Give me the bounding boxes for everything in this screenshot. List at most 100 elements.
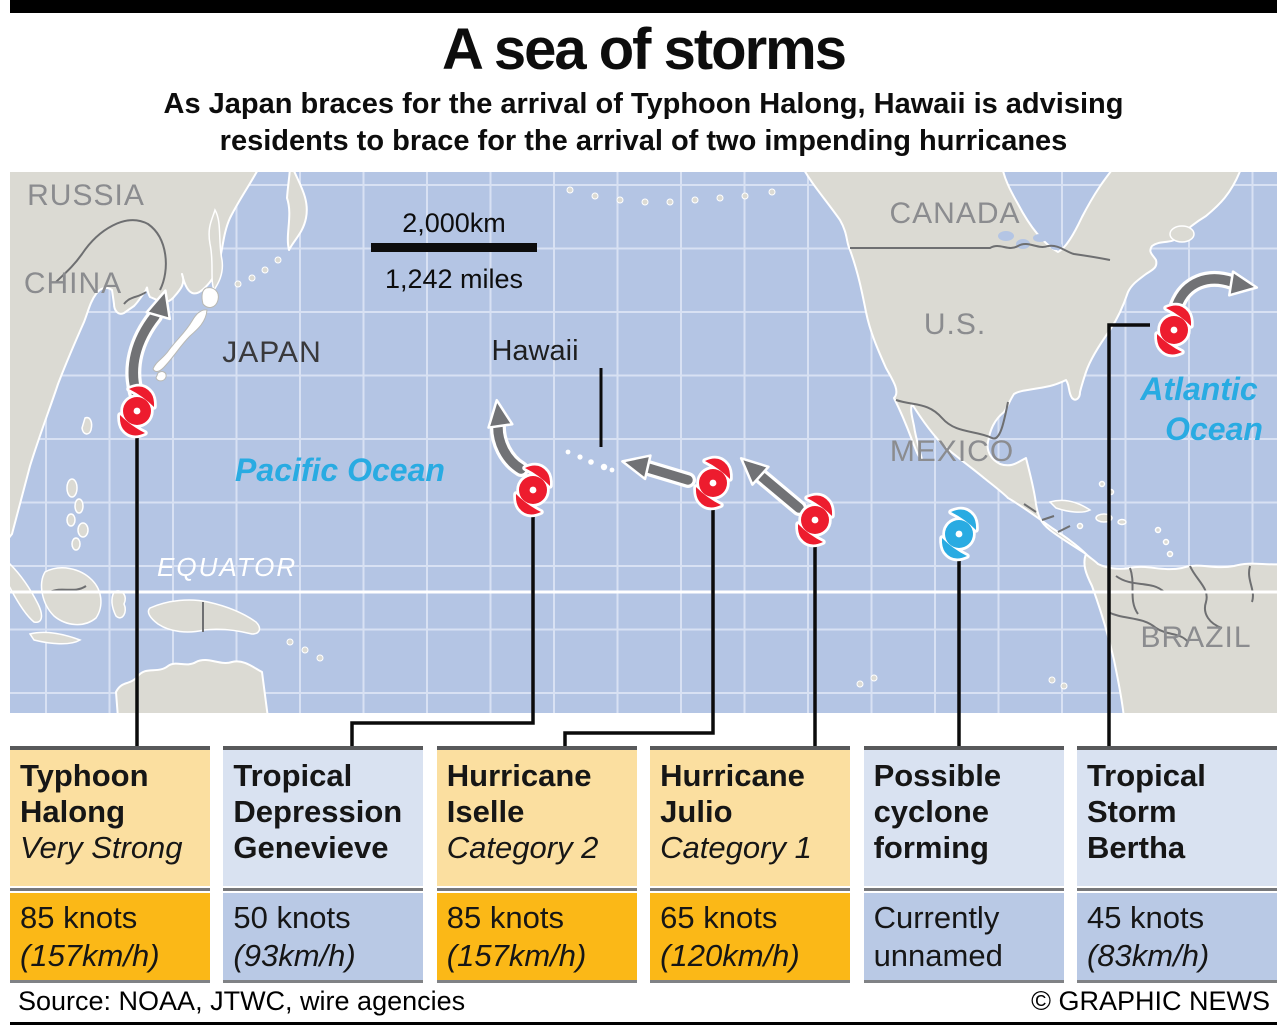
island-borneo: [40, 567, 102, 626]
storm-name: Hurricane Iselle: [446, 758, 592, 829]
scale-km-label: 2,000km: [402, 208, 506, 238]
storm-speed: 45 knots: [1086, 900, 1205, 935]
land-japan-honshu: [152, 309, 208, 373]
label-hawaii: Hawaii: [491, 335, 578, 367]
islands-hawaii: [565, 449, 615, 473]
track-arrow-bertha: [1169, 270, 1260, 313]
card-top-rule: [436, 746, 637, 750]
storm-status: Category 2: [446, 830, 599, 865]
storm-speed: 85 knots: [446, 900, 564, 935]
storm-name: Tropical Depression Genevieve: [233, 758, 403, 865]
subtitle-line-2: residents to brace for the arrival of tw…: [219, 125, 1068, 157]
card-bottom-rule: [863, 980, 1064, 983]
storm-speed-detail: (93km/h): [233, 938, 356, 973]
border-us-canada: [850, 243, 1111, 261]
card-possible-cyclone: Possible cyclone forming Currently unnam…: [863, 746, 1064, 983]
card-typhoon-halong: Typhoon Halong Very Strong 85 knots (157…: [10, 746, 210, 983]
card-divider: [863, 888, 1064, 891]
card-top-rule: [650, 746, 851, 750]
card-bottom-rule: [650, 980, 851, 983]
land-asia: [10, 172, 258, 539]
label-russia: RUSSIA: [27, 179, 145, 212]
page-title: A sea of storms: [442, 17, 847, 82]
border-korea: [123, 291, 147, 305]
track-arrow-julio: [731, 448, 807, 516]
islands-caribbean: [1048, 480, 1174, 558]
border-russia-china: [55, 219, 167, 291]
card-top-rule: [863, 746, 1064, 750]
card-hurricane-julio: Hurricane Julio Category 1 65 knots (120…: [650, 746, 851, 983]
storm-speed-detail: (157km/h): [20, 938, 160, 973]
storm-speed-detail: (120km/h): [660, 938, 800, 973]
storm-speed: 85 knots: [20, 900, 138, 935]
storm-cards: Typhoon Halong Very Strong 85 knots (157…: [10, 746, 1277, 983]
land-japan-hokkaido: [201, 287, 219, 308]
storm-name: Possible cyclone forming: [873, 758, 1002, 865]
land-americas: [804, 172, 1277, 713]
card-bottom-rule: [436, 980, 637, 983]
border-us-mexico: [895, 399, 1009, 440]
card-tropical-storm-bertha: Tropical Storm Bertha 45 knots (83km/h): [1076, 746, 1277, 983]
islands-philippines: [66, 478, 89, 551]
equator-label: EQUATOR: [157, 552, 297, 582]
leader-lines: [135, 323, 1150, 746]
card-tropical-depression-genevieve: Tropical Depression Genevieve 50 knots (…: [223, 746, 424, 983]
card-bottom-rule: [10, 980, 210, 983]
card-divider: [436, 888, 637, 891]
storm-speed-detail: (157km/h): [446, 938, 587, 973]
islands-aleutians: [566, 186, 776, 206]
card-divider: [650, 888, 851, 891]
islands-pacific: [286, 638, 1068, 690]
storm-name: Hurricane Julio: [660, 758, 805, 829]
storm-speed: Currently unnamed: [873, 900, 1003, 973]
storm-name: Typhoon Halong: [20, 758, 149, 829]
track-arrow-iselle: [618, 448, 696, 488]
storm-speed: 50 knots: [233, 900, 351, 935]
land-kamchatka: [286, 172, 308, 251]
top-rule: [10, 0, 1277, 13]
leader-iselle: [563, 502, 715, 746]
label-us: U.S.: [924, 308, 986, 341]
world-map: EQUATOR RUSSIA CHINA CANADA U.S. MEXICO …: [10, 172, 1277, 746]
storm-speed: 65 knots: [660, 900, 778, 935]
storm-speed-detail: (83km/h): [1086, 938, 1210, 973]
card-divider: [1076, 888, 1277, 891]
map-base: EQUATOR RUSSIA CHINA CANADA U.S. MEXICO …: [10, 172, 1277, 713]
label-atlantic-2: Ocean: [1165, 411, 1263, 447]
leader-genevieve: [350, 502, 535, 746]
card-top-rule: [10, 746, 210, 750]
label-japan: JAPAN: [222, 336, 321, 369]
label-china: CHINA: [24, 267, 122, 300]
land-australia: [115, 659, 269, 713]
borders-central-america: [1023, 503, 1071, 533]
card-bottom-rule: [1076, 980, 1277, 983]
card-divider: [10, 888, 210, 891]
storm-name: Tropical Storm Bertha: [1086, 758, 1206, 865]
label-brazil: BRAZIL: [1140, 621, 1251, 654]
label-atlantic: Atlantic: [1139, 371, 1258, 407]
bottom-rule: [10, 1022, 1277, 1025]
island-taiwan: [81, 416, 93, 435]
scale-miles-label: 1,242 miles: [385, 264, 523, 294]
island-java: [28, 631, 82, 645]
card-hurricane-iselle: Hurricane Iselle Category 2 85 knots (15…: [436, 746, 637, 983]
islands-kurils: [234, 256, 282, 288]
island-newfoundland: [1169, 225, 1195, 243]
card-top-rule: [1076, 746, 1277, 750]
card-bottom-rule: [223, 980, 424, 983]
storm-status: Very Strong: [20, 830, 183, 865]
source-credit: Source: NOAA, JTWC, wire agencies: [18, 986, 466, 1016]
page-subtitle: As Japan braces for the arrival of Typho…: [0, 86, 1287, 160]
card-divider: [223, 888, 424, 891]
track-arrow-genevieve: [483, 397, 529, 477]
label-canada: CANADA: [889, 197, 1020, 230]
card-top-rule: [223, 746, 424, 750]
label-pacific-ocean: Pacific Ocean: [235, 452, 445, 488]
storm-status: Category 1: [660, 830, 812, 865]
land-japan-kyushu: [155, 371, 167, 382]
leader-bertha: [1107, 323, 1150, 746]
subtitle-line-1: As Japan braces for the arrival of Typho…: [163, 88, 1124, 120]
scale-bar: [371, 243, 537, 252]
label-mexico: MEXICO: [890, 435, 1014, 468]
graphic-news-credit: © GRAPHIC NEWS: [1031, 986, 1270, 1016]
